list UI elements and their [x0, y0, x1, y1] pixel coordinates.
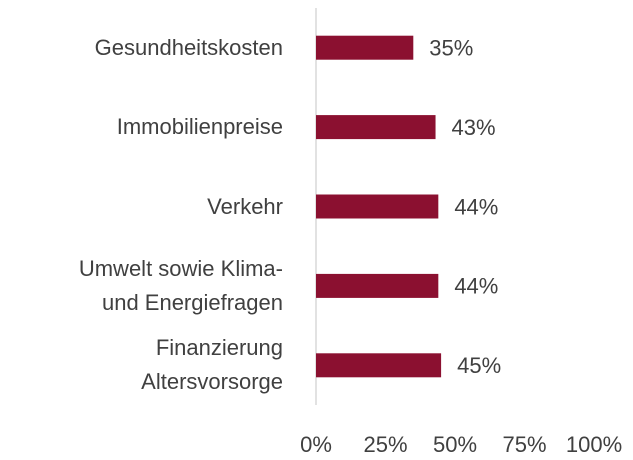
y-tick-label: Umwelt sowie Klima- und Energiefragen [78, 255, 283, 315]
bar [316, 194, 439, 219]
y-tick-label: Finanzierung Altersvorsorge [141, 335, 283, 395]
bar [316, 35, 414, 60]
y-tick-label: Verkehr [207, 193, 283, 219]
y-tick-label: Immobilienpreise [116, 114, 283, 140]
value-label: 35% [429, 36, 473, 61]
x-tick-label: 75% [502, 432, 546, 457]
value-label: 43% [452, 115, 496, 140]
bar [316, 353, 442, 378]
x-tick-label: 0% [300, 432, 332, 457]
x-tick-label: 100% [566, 432, 622, 457]
bar [316, 115, 436, 140]
y-tick-label: Gesundheitskosten [94, 34, 283, 60]
value-label: 44% [454, 194, 498, 219]
value-label: 45% [457, 353, 501, 378]
bar [316, 273, 439, 298]
x-tick-label: 25% [363, 432, 407, 457]
x-tick-label: 50% [433, 432, 477, 457]
value-label: 44% [454, 274, 498, 299]
